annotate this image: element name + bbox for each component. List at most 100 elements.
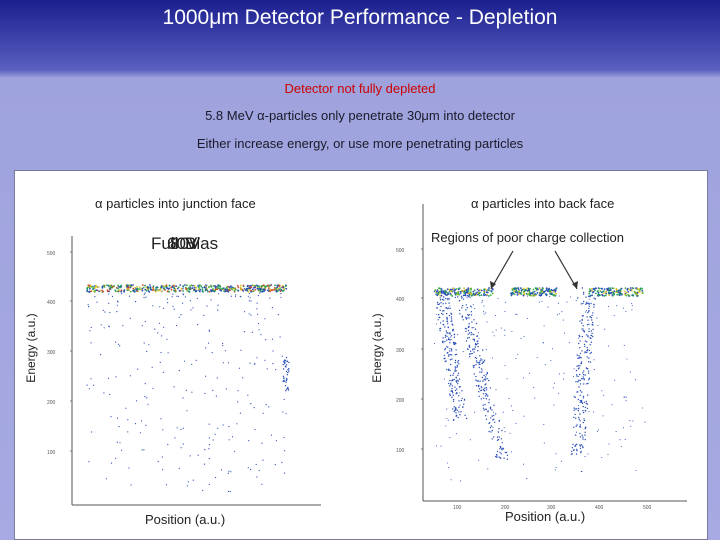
right-streak-point — [592, 335, 594, 338]
right-streak-point — [458, 378, 461, 380]
right-band-point — [518, 290, 520, 293]
left-y-tick-label: 400 — [47, 300, 56, 306]
right-streak-point — [575, 444, 577, 446]
right-scatter-point — [542, 342, 544, 344]
right-scatter-point — [549, 295, 551, 298]
right-streak-point — [588, 357, 590, 359]
right-streak-point — [468, 326, 470, 329]
right-streak-point — [490, 431, 492, 433]
right-streak-point — [448, 368, 450, 370]
right-streak-point — [449, 359, 452, 361]
right-scatter-point — [450, 479, 452, 481]
right-streak-point — [581, 315, 584, 317]
right-band-point — [468, 292, 471, 294]
right-streak-point — [579, 340, 581, 342]
right-scatter-point — [517, 353, 519, 355]
right-streak-point — [466, 337, 469, 339]
right-scatter-point — [572, 375, 574, 378]
left-band-point — [222, 288, 225, 291]
right-scatter-point — [611, 404, 613, 406]
right-x-tick-label: 300 — [547, 505, 556, 511]
right-band-point — [517, 288, 520, 291]
right-streak-point — [593, 303, 595, 306]
left-scatter-point — [266, 368, 268, 370]
right-band-point — [520, 289, 523, 292]
right-streak-point — [470, 305, 472, 307]
right-streak-point — [450, 348, 453, 351]
left-band-point — [120, 290, 123, 293]
right-band-point — [455, 288, 458, 290]
right-streak-point — [582, 397, 585, 399]
right-streak-point — [497, 438, 500, 441]
left-scatter-point — [214, 433, 216, 435]
right-band-point — [449, 293, 452, 295]
right-streak-point — [496, 455, 498, 457]
left-scatter-point — [159, 361, 161, 363]
left-scatter-point — [125, 407, 127, 409]
right-scatter-point — [446, 317, 448, 319]
right-streak-point — [463, 290, 466, 293]
right-streak-point — [439, 330, 441, 332]
left-band-point — [132, 289, 134, 292]
right-streak-point — [454, 369, 456, 371]
left-scatter-point — [141, 449, 143, 451]
right-streak-point — [456, 364, 458, 367]
right-streak-point — [593, 297, 595, 299]
right-streak-point — [584, 374, 586, 376]
left-band-point — [166, 290, 169, 293]
right-scatter-point — [551, 348, 553, 350]
right-streak-point — [470, 334, 472, 336]
right-scatter-point — [500, 327, 502, 329]
right-streak-point — [438, 314, 440, 316]
right-scatter-point — [601, 390, 603, 392]
right-streak-point — [443, 354, 445, 357]
left-band-point — [262, 284, 265, 287]
right-streak-point — [578, 379, 580, 381]
right-scatter-point — [515, 422, 517, 424]
left-band-point — [129, 290, 132, 293]
left-scatter-point — [261, 442, 263, 444]
left-scatter-point — [143, 297, 145, 299]
right-band-point — [490, 290, 493, 292]
right-band-point — [545, 287, 548, 290]
right-streak-point — [579, 444, 581, 446]
left-scatter-point — [89, 330, 91, 332]
right-band-point — [486, 291, 489, 294]
right-y-tick-label: 500 — [396, 248, 405, 254]
right-band-point — [632, 287, 635, 290]
right-streak-point — [453, 343, 455, 345]
right-band-point — [462, 290, 464, 292]
right-streak-point — [474, 342, 477, 345]
right-streak-point — [449, 354, 452, 356]
right-streak-point — [579, 373, 581, 376]
right-band-point — [597, 294, 599, 297]
right-scatter-point — [602, 415, 604, 417]
right-streak-point — [451, 396, 453, 398]
left-band-point — [86, 290, 89, 292]
right-band-point — [594, 289, 596, 292]
right-streak-point — [587, 336, 589, 338]
right-streak-point — [579, 447, 582, 449]
right-streak-point — [579, 365, 581, 367]
left-band-point — [126, 284, 129, 287]
left-band-point — [180, 287, 183, 290]
left-band-point — [103, 284, 105, 287]
left-scatter-point — [152, 305, 154, 307]
right-band-point — [491, 288, 494, 290]
right-band-point — [515, 291, 518, 293]
right-y-tick-label: 400 — [396, 297, 405, 303]
right-streak-point — [455, 353, 458, 356]
right-streak-point — [446, 352, 448, 354]
right-streak-point — [588, 305, 591, 307]
right-scatter-point — [435, 323, 437, 325]
right-band-point — [540, 288, 542, 291]
right-scatter-point — [534, 397, 536, 399]
right-band-point — [615, 288, 618, 291]
left-band-point — [99, 290, 102, 292]
right-streak-point — [474, 328, 477, 330]
left-band-point — [125, 284, 127, 287]
left-band-point — [177, 286, 180, 288]
left-scatter-point — [208, 448, 210, 450]
left-scatter-point — [269, 297, 271, 299]
left-band-point — [260, 290, 262, 293]
